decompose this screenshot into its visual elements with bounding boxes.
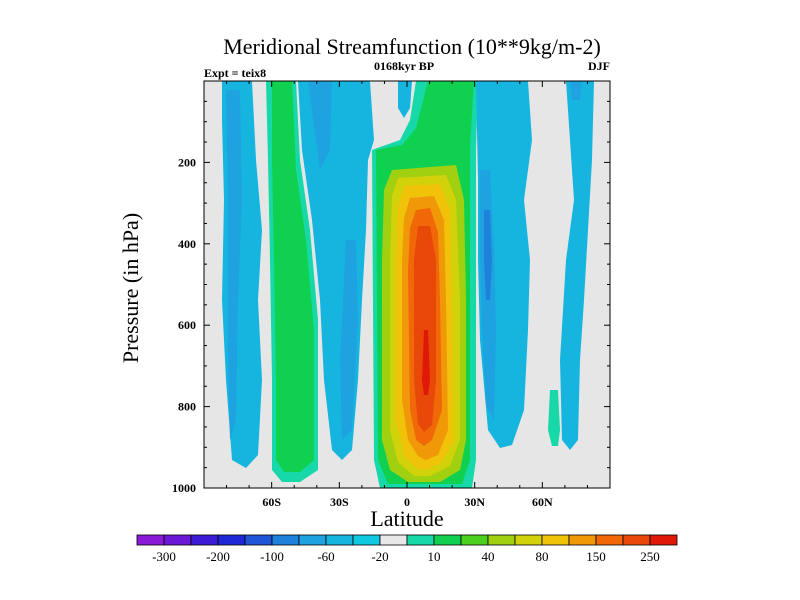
colorbar-swatch [541,534,570,546]
y-tick-label: 600 [178,318,196,332]
colorbar-label: 150 [586,549,606,564]
colorbar-label: 40 [482,549,495,564]
colorbar-label: -100 [260,549,284,564]
colorbar-swatch [217,534,246,546]
y-tick-label: 200 [178,155,196,169]
colorbar-swatch [433,534,462,546]
contour-60n-outer [560,81,594,450]
colorbar-swatch [622,534,651,546]
colorbar-swatch [190,534,219,546]
x-tick-label: 30N [464,495,485,509]
colorbar-swatch [352,534,381,546]
contour-45s-inner [272,81,314,472]
colorbar-swatch [487,534,516,546]
y-tick-label: 400 [178,237,196,251]
contour-eq-300 [414,226,436,432]
x-axis-label: Latitude [370,506,443,531]
contour-30n-core [484,210,492,300]
axes: 60S 30S 0 30N 60N 200 400 600 800 1000 [172,81,610,509]
contour-60n-top [570,81,582,100]
colorbar-swatch [298,534,327,546]
contour-fills [222,81,594,488]
x-tick-label: 60S [262,495,281,509]
time-label: 0168kyr BP [374,59,434,73]
colorbar-label: 80 [536,549,549,564]
colorbar-label: -200 [206,549,230,564]
experiment-label: Expt = teix8 [204,66,266,80]
colorbar-label: 10 [428,549,441,564]
y-tick-label: 800 [178,400,196,414]
colorbar-swatch [163,534,192,546]
colorbar-label: 250 [640,549,660,564]
colorbar-label: -300 [152,549,176,564]
colorbar-swatch [595,534,624,546]
colorbar-swatch [136,534,165,546]
colorbar-swatch [271,534,300,546]
chart-title: Meridional Streamfunction (10**9kg/m-2) [223,34,601,59]
colorbar-swatch [460,534,489,546]
x-tick-label: 30S [330,495,349,509]
contour-60n-green [548,390,560,446]
contour-30s-core [340,240,358,440]
colorbar-swatch [379,534,408,546]
colorbar-swatch [514,534,543,546]
contour-60s-inner [226,90,242,440]
season-label: DJF [588,59,610,73]
y-tick-label: 1000 [172,481,196,495]
contour-30s-inner [308,81,332,170]
colorbar-swatch [406,534,435,546]
colorbar-label: -20 [371,549,388,564]
colorbar-swatch [325,534,354,546]
x-tick-label: 60N [532,495,553,509]
colorbar-label: -60 [317,549,334,564]
colorbar-swatch [649,534,678,546]
y-axis-label: Pressure (in hPa) [118,213,143,363]
colorbar: -300 -200 -100 -60 -20 10 40 80 150 250 [136,534,678,564]
x-tick-label: 0 [404,495,410,509]
colorbar-swatch [568,534,597,546]
colorbar-swatch [244,534,273,546]
contour-eq-top-blue [398,81,412,118]
contour-eq-max [422,330,430,395]
